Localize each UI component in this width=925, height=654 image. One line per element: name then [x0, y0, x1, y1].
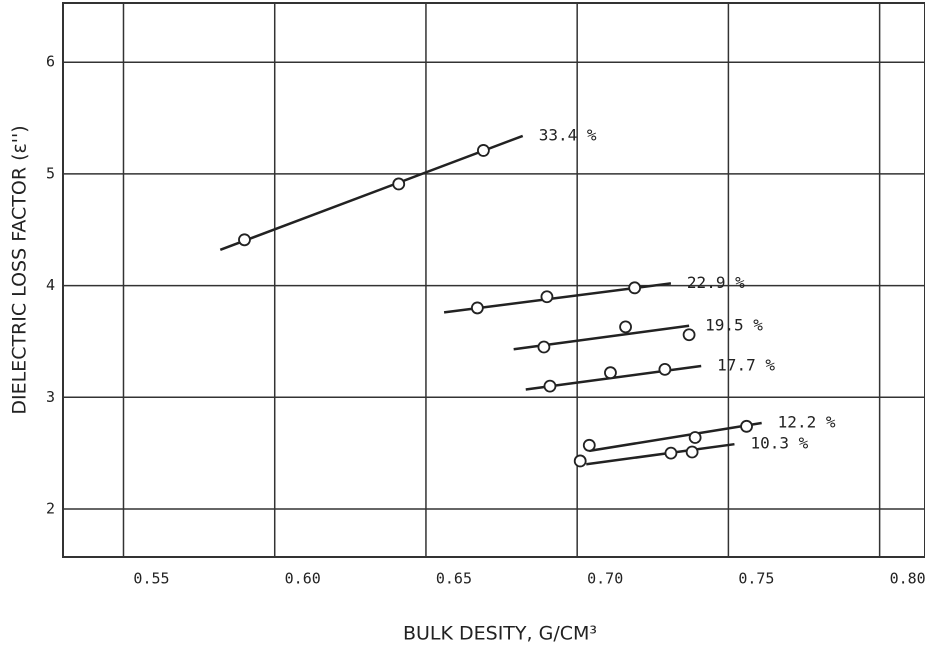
plot-frame [63, 3, 925, 557]
data-point [741, 421, 752, 432]
series-label: 10.3 % [750, 434, 808, 453]
series-label: 12.2 % [778, 412, 836, 431]
y-tick-label: 2 [46, 499, 55, 517]
data-point [605, 367, 616, 378]
data-point [544, 381, 555, 392]
x-tick-label: 0.65 [436, 570, 472, 588]
series-label: 22.9 % [687, 273, 745, 292]
series-label: 17.7 % [717, 356, 775, 375]
data-point [659, 364, 670, 375]
x-tick-label: 0.60 [285, 570, 321, 588]
x-tick-label: 0.55 [133, 570, 169, 588]
fit-line [220, 136, 522, 250]
data-point [584, 440, 595, 451]
y-tick-label: 6 [46, 53, 55, 71]
x-tick-label: 0.80 [890, 570, 925, 588]
data-point [393, 178, 404, 189]
data-point [687, 447, 698, 458]
data-point [472, 302, 483, 313]
series-label: 33.4 % [539, 125, 597, 144]
fit-line [589, 423, 761, 451]
y-tick-label: 5 [46, 164, 55, 182]
data-point [620, 321, 631, 332]
data-point [665, 448, 676, 459]
y-tick-label: 3 [46, 388, 55, 406]
data-point [538, 342, 549, 353]
data-point [690, 432, 701, 443]
data-point [541, 291, 552, 302]
x-tick-label: 0.70 [587, 570, 623, 588]
y-tick-label: 4 [46, 276, 55, 294]
data-point [629, 282, 640, 293]
data-point [575, 455, 586, 466]
data-point [478, 145, 489, 156]
series-label: 19.5 % [705, 315, 763, 334]
data-point [684, 329, 695, 340]
x-axis-title: BULK DESITY, G/CM³ [403, 623, 597, 645]
data-point [239, 234, 250, 245]
x-tick-label: 0.75 [738, 570, 774, 588]
y-axis-title: DIELECTRIC LOSS FACTOR (ε'') [9, 125, 31, 414]
chart: BULK DESITY, G/CM³ DIELECTRIC LOSS FACTO… [0, 0, 925, 654]
